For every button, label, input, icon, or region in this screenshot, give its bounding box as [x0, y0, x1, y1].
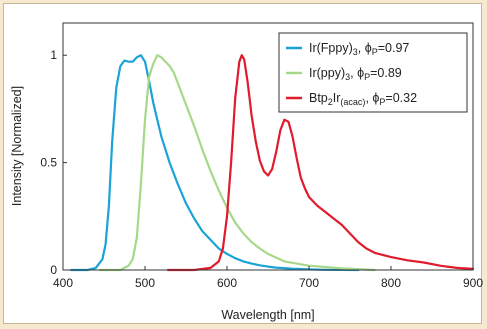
y-tick-label: 0.5: [40, 156, 57, 170]
x-tick-label: 500: [135, 276, 155, 290]
y-tick-label: 0: [50, 263, 57, 277]
legend-entry-ir-ppy3: Ir(ppy)3, ϕP=0.89: [286, 66, 402, 82]
legend-entry-ir-fppy3: Ir(Fppy)3, ϕP=0.97: [286, 41, 409, 57]
series-line-0: [70, 54, 360, 272]
series-line-2: [166, 54, 475, 272]
legend-entry-btp2ir-acac: Btp2Ir(acac), ϕP=0.32: [286, 91, 417, 107]
x-tick-label: 600: [217, 276, 237, 290]
tick-layer: 400 500 600 700 800 900 0 0.5 1: [40, 48, 483, 290]
plot-area-border: [62, 22, 474, 271]
y-axis-label: Intensity [Normalized]: [10, 86, 24, 206]
x-axis-label: Wavelength [nm]: [221, 308, 314, 322]
x-tick-label: 800: [381, 276, 401, 290]
legend-label-ir-ppy3: Ir(ppy)3, ϕP=0.89: [309, 66, 402, 82]
legend: Ir(Fppy)3, ϕP=0.97 Ir(ppy)3, ϕP=0.89 Btp…: [278, 32, 468, 113]
series-layer: [70, 54, 475, 272]
x-tick-label: 700: [299, 276, 319, 290]
legend-label-btp2ir-acac: Btp2Ir(acac), ϕP=0.32: [309, 91, 417, 107]
x-tick-label: 900: [463, 276, 483, 290]
y-tick-label: 1: [50, 48, 57, 62]
legend-label-ir-fppy3: Ir(Fppy)3, ϕP=0.97: [309, 41, 409, 57]
legend-box: [278, 32, 468, 113]
series-line-1: [98, 54, 376, 272]
x-tick-label: 400: [53, 276, 73, 290]
